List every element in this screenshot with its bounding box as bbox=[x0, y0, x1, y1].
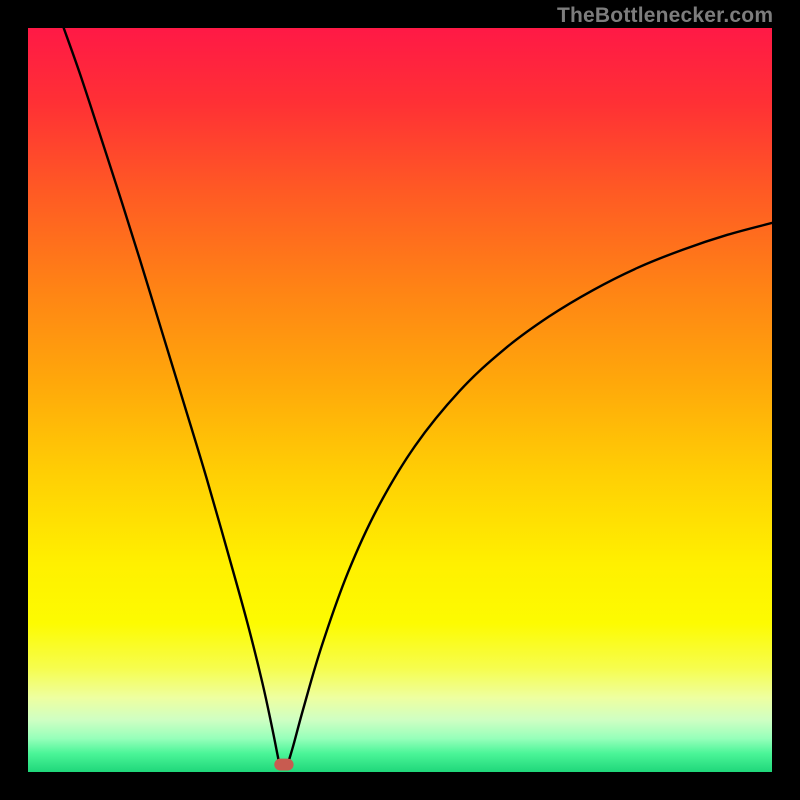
bottleneck-chart bbox=[28, 28, 772, 772]
chart-background-gradient bbox=[28, 28, 772, 772]
optimal-point-marker bbox=[274, 759, 293, 771]
